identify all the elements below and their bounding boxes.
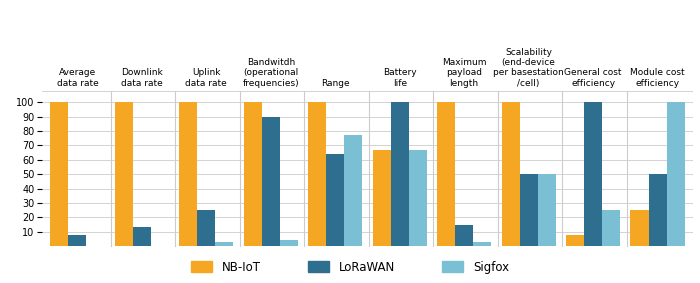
Text: Scalability
(end-device
per basestation
/cell): Scalability (end-device per basestation … — [494, 48, 564, 88]
Bar — [69, 235, 87, 246]
Bar — [648, 174, 666, 246]
Bar — [455, 225, 473, 246]
Text: Module cost
efficiency: Module cost efficiency — [630, 68, 685, 88]
Bar — [115, 102, 133, 246]
Bar — [437, 102, 455, 246]
Bar — [502, 102, 519, 246]
Text: Downlink
data rate: Downlink data rate — [121, 68, 163, 88]
Bar — [538, 174, 556, 246]
Bar — [344, 135, 363, 246]
Bar — [409, 150, 427, 246]
Text: General cost
efficiency: General cost efficiency — [564, 68, 622, 88]
Text: Bandwitdh
(operational
frequencies): Bandwitdh (operational frequencies) — [242, 58, 299, 88]
Bar — [473, 242, 491, 246]
Bar — [326, 154, 344, 246]
Bar — [216, 242, 233, 246]
Bar — [631, 210, 648, 246]
Text: Battery
life: Battery life — [383, 68, 416, 88]
Bar — [372, 150, 391, 246]
Bar — [197, 210, 216, 246]
Bar — [308, 102, 326, 246]
Bar — [666, 102, 685, 246]
Bar — [262, 117, 280, 246]
Bar — [391, 102, 409, 246]
Bar — [584, 102, 602, 246]
Text: Maximum
payload
length: Maximum payload length — [442, 58, 486, 88]
Bar — [519, 174, 538, 246]
Bar — [133, 228, 151, 246]
Text: Average
data rate: Average data rate — [57, 68, 98, 88]
Text: Uplink
data rate: Uplink data rate — [186, 68, 228, 88]
Bar — [566, 235, 584, 246]
Bar — [602, 210, 620, 246]
Bar — [50, 102, 69, 246]
Bar — [280, 241, 298, 246]
Text: Range: Range — [321, 79, 349, 88]
Legend: NB-IoT, LoRaWAN, Sigfox: NB-IoT, LoRaWAN, Sigfox — [188, 257, 512, 277]
Bar — [179, 102, 197, 246]
Bar — [244, 102, 262, 246]
